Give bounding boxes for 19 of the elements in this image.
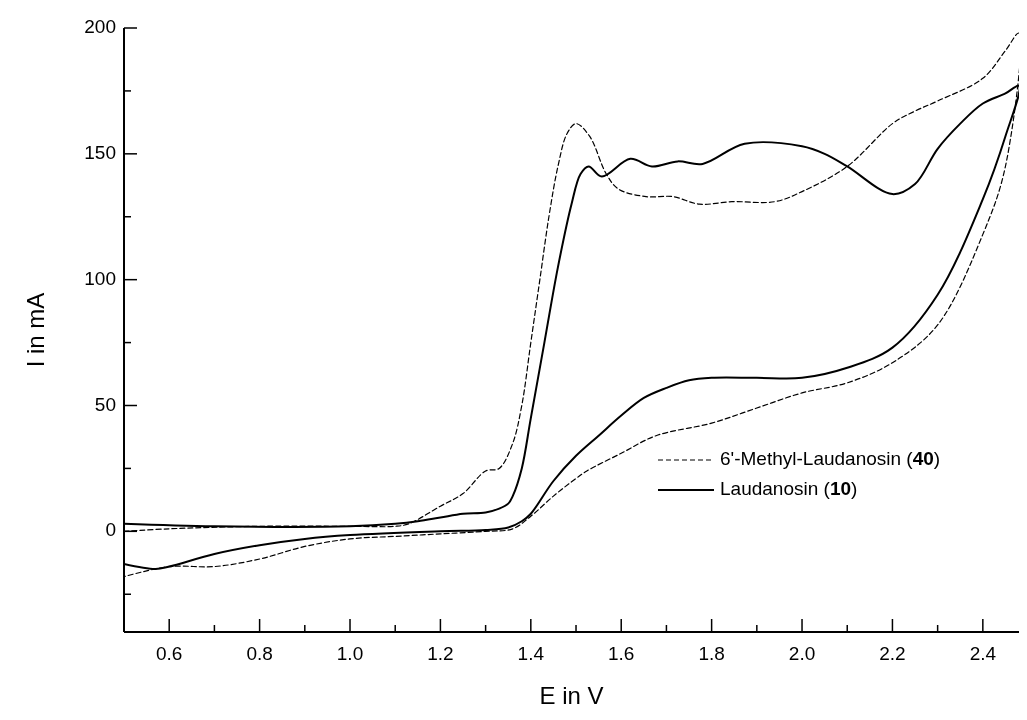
y-tick-label: 0 — [105, 519, 116, 541]
legend-label: 6'-Methyl-Laudanosin (40) — [720, 448, 941, 470]
x-tick-label: 2.2 — [879, 643, 906, 664]
legend-label: Laudanosin (10) — [720, 478, 858, 500]
x-tick-label: 1.8 — [698, 643, 725, 664]
y-axis-title: I in mA — [22, 292, 49, 368]
x-tick-label: 1.6 — [608, 643, 635, 664]
x-tick-label: 1.4 — [517, 643, 545, 664]
y-tick-label: 100 — [84, 267, 116, 289]
y-tick-label: 150 — [84, 141, 116, 163]
y-tick-label: 200 — [84, 16, 116, 38]
x-tick-label: 0.8 — [246, 643, 273, 664]
x-axis-title: E in V — [539, 682, 604, 709]
x-tick-label: 2.4 — [969, 643, 997, 664]
x-tick-label: 0.6 — [155, 643, 183, 664]
x-tick-label: 2.0 — [788, 643, 816, 664]
x-tick-label: 1.0 — [336, 643, 364, 664]
y-tick-label: 50 — [94, 393, 116, 415]
x-tick-label: 1.2 — [427, 643, 454, 664]
